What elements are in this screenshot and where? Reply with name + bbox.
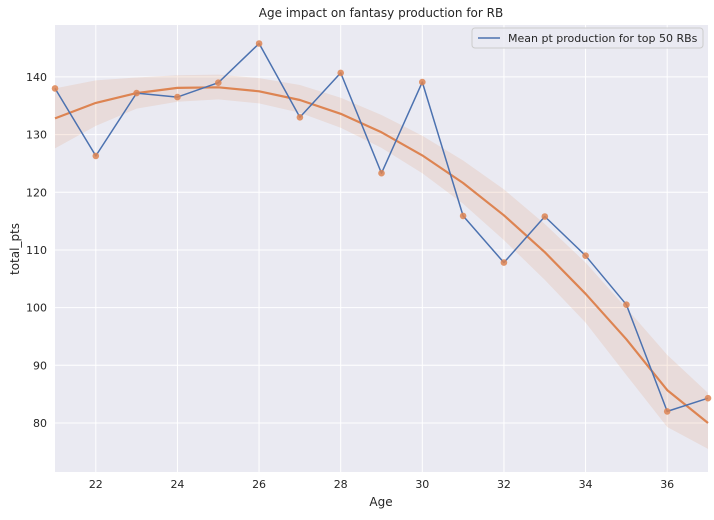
- data-point: [419, 78, 426, 86]
- y-axis-label: total_pts: [8, 223, 22, 275]
- data-point: [174, 93, 181, 101]
- data-point: [582, 252, 589, 259]
- confidence-band: [55, 74, 708, 449]
- legend-entry-label: Mean pt production for top 50 RBs: [508, 32, 698, 45]
- y-tick-label: 110: [26, 244, 47, 257]
- x-tick-label: 32: [497, 478, 511, 491]
- data-point: [378, 169, 385, 177]
- y-tick-label: 140: [26, 71, 47, 84]
- fit-curve-layer: [54, 86, 709, 424]
- x-tick-label: 36: [660, 478, 674, 491]
- y-tick-label: 90: [33, 359, 47, 372]
- data-point: [255, 40, 263, 47]
- y-tick-label: 80: [33, 417, 47, 430]
- x-tick-label: 26: [252, 478, 266, 491]
- data-point: [663, 408, 671, 415]
- data-point: [51, 85, 59, 92]
- data-point: [500, 259, 508, 266]
- data-point: [704, 394, 712, 402]
- data-point: [623, 301, 630, 309]
- legend-box: [471, 27, 704, 49]
- data-point: [92, 152, 100, 160]
- data-point: [296, 114, 304, 121]
- regression-fit-line: [54, 86, 709, 424]
- x-tick-label: 28: [334, 478, 348, 491]
- x-axis-label: Age: [369, 495, 392, 509]
- data-point: [133, 89, 140, 97]
- data-point: [541, 213, 549, 220]
- tick-label-layer: 22 24 26 28 30 32 34 36 80 90 100 110 120 130 140: [26, 71, 674, 491]
- y-tick-label: 100: [26, 302, 47, 315]
- scatter-point-layer: [51, 40, 712, 415]
- x-tick-label: 34: [579, 478, 593, 491]
- x-tick-label: 30: [415, 478, 429, 491]
- y-tick-label: 120: [26, 186, 47, 199]
- data-point: [215, 79, 222, 86]
- data-point: [459, 212, 467, 220]
- x-tick-label: 24: [170, 478, 184, 491]
- y-tick-label: 130: [26, 129, 47, 142]
- chart-title: Age impact on fantasy production for RB: [259, 6, 503, 20]
- plot-area: [55, 25, 708, 472]
- confidence-band-layer: [55, 74, 708, 449]
- data-point: [337, 69, 345, 77]
- legend: Mean pt production for top 50 RBs: [471, 27, 704, 49]
- x-tick-label: 22: [89, 478, 103, 491]
